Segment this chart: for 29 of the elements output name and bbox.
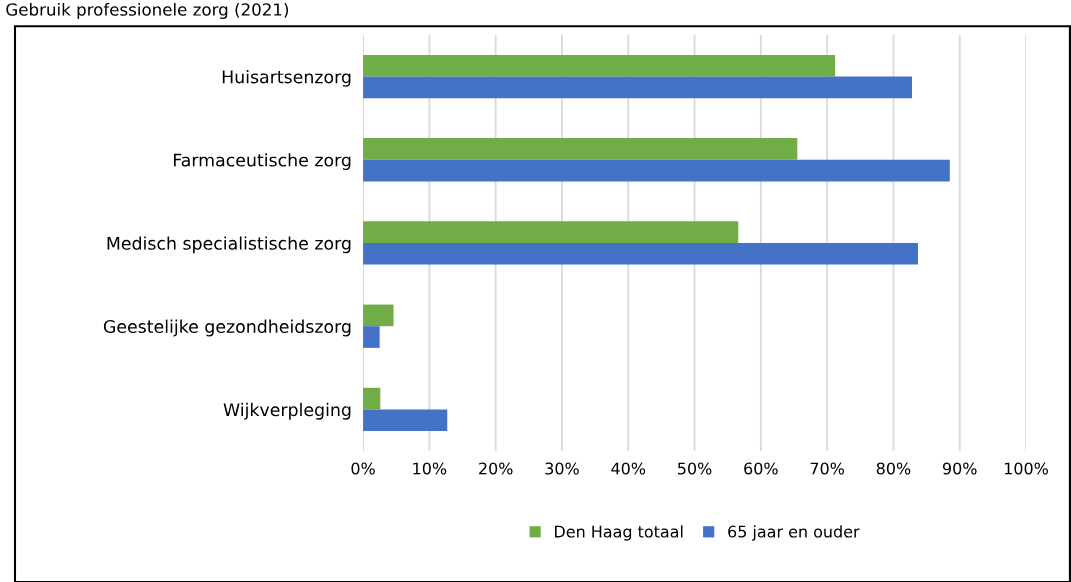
x-tick-label: 10% xyxy=(413,462,447,475)
y-tick-label: Wijkverpleging xyxy=(223,402,351,420)
bar xyxy=(363,304,394,327)
x-tick-label: 100% xyxy=(1004,462,1048,475)
x-tick-label: 70% xyxy=(810,462,844,475)
bar xyxy=(363,387,381,410)
bar xyxy=(363,221,739,243)
bar xyxy=(363,326,380,348)
bar xyxy=(363,76,912,99)
y-tick-label: Huisartsenzorg xyxy=(222,69,351,87)
x-tick-label: 0% xyxy=(351,462,375,475)
bar xyxy=(363,409,448,432)
bar xyxy=(363,54,836,77)
x-tick-label: 50% xyxy=(678,462,712,475)
x-tick-label: 90% xyxy=(942,462,977,475)
x-tick-label: 80% xyxy=(876,462,911,475)
y-tick-label: Medisch specialistische zorg xyxy=(107,236,351,254)
text: Gebruik professionele zorg (2021) xyxy=(6,2,289,20)
bar xyxy=(363,138,798,160)
x-tick-label: 30% xyxy=(545,462,579,475)
bar xyxy=(363,159,950,182)
x-tick-label: 20% xyxy=(479,462,513,475)
y-tick-label: Farmaceutische zorg xyxy=(174,153,351,170)
legend-label: 65 jaar en ouder xyxy=(728,525,860,541)
x-tick-label: 60% xyxy=(744,462,778,475)
x-tick-label: 40% xyxy=(611,462,646,475)
legend-label: Den Haag totaal xyxy=(555,525,683,541)
bar xyxy=(363,242,918,265)
y-tick-label: Geestelijke gezondheidszorg xyxy=(103,319,351,337)
